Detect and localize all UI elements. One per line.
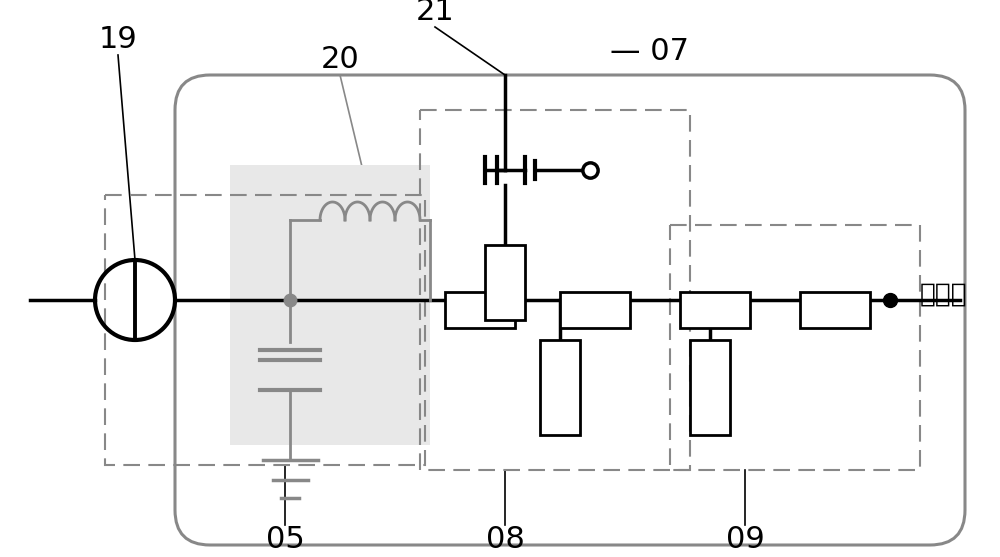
Bar	[445, 292, 515, 328]
Bar	[230, 165, 430, 445]
Text: 21: 21	[416, 0, 454, 27]
Bar	[105, 195, 425, 465]
Text: 08: 08	[486, 525, 524, 555]
Bar	[670, 225, 920, 470]
Text: — 07: — 07	[610, 37, 689, 66]
Bar	[690, 340, 730, 435]
Bar	[800, 292, 870, 328]
Text: 20: 20	[321, 46, 359, 75]
Bar	[485, 245, 525, 320]
Text: 19: 19	[99, 26, 137, 55]
Bar	[420, 110, 690, 470]
Text: 合路点: 合路点	[920, 282, 968, 308]
Text: 05: 05	[266, 525, 304, 555]
Bar	[560, 292, 630, 328]
Bar	[680, 292, 750, 328]
Bar	[540, 340, 580, 435]
Text: 09: 09	[726, 525, 764, 555]
